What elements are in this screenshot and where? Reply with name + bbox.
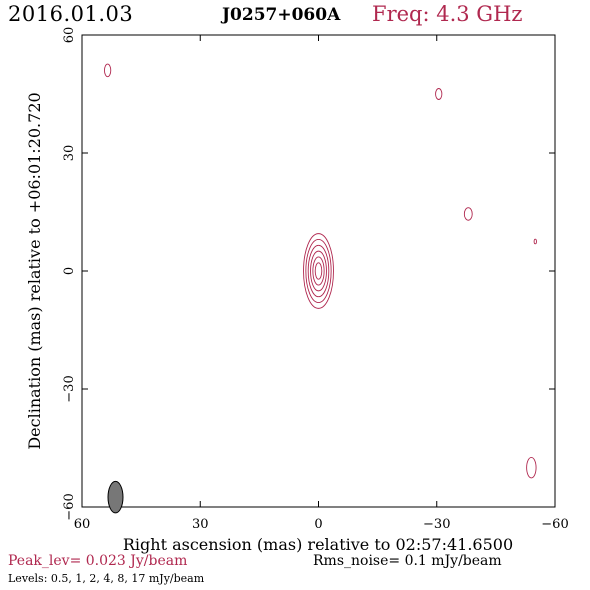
axis-ticks bbox=[81, 34, 556, 508]
y-tick-label: 60 bbox=[62, 27, 77, 44]
beam-ellipse bbox=[107, 480, 124, 514]
y-tick-label: −60 bbox=[62, 493, 77, 520]
contour-spot-2-level-1 bbox=[435, 88, 443, 100]
contour-spot-4-level-1 bbox=[533, 238, 537, 245]
plot-frame bbox=[81, 34, 556, 508]
observation-date: 2016.01.03 bbox=[8, 2, 134, 26]
x-tick-label: 0 bbox=[314, 517, 322, 532]
x-tick-label: −30 bbox=[423, 517, 450, 532]
contour-levels: Levels: 0.5, 1, 2, 4, 8, 17 mJy/beam bbox=[8, 572, 205, 585]
contour-layer bbox=[104, 63, 537, 514]
x-tick-label: 60 bbox=[74, 517, 91, 532]
contour-spot-3-level-1 bbox=[463, 207, 473, 221]
y-axis-label: Declination (mas) relative to +06:01:20.… bbox=[25, 92, 44, 449]
y-tick-labels: −60 −30 0 30 60 bbox=[62, 27, 77, 521]
contour-core-level-3 bbox=[307, 244, 330, 298]
contour-spot-5-level-1 bbox=[526, 456, 537, 479]
y-tick-label: 0 bbox=[62, 267, 77, 275]
frequency-label: Freq: 4.3 GHz bbox=[372, 2, 523, 26]
contour-core-level-5 bbox=[312, 256, 325, 286]
x-axis-label: Right ascension (mas) relative to 02:57:… bbox=[123, 535, 513, 554]
contour-core-level-4 bbox=[310, 250, 327, 292]
x-tick-labels: 60 30 0 −30 −60 bbox=[74, 517, 569, 532]
contour-core-level-1 bbox=[303, 233, 334, 309]
peak-level: Peak_lev= 0.023 Jy/beam bbox=[8, 553, 188, 569]
contour-spot-1-level-1 bbox=[104, 63, 112, 78]
x-tick-label: −60 bbox=[541, 517, 568, 532]
contour-core-level-6 bbox=[314, 262, 323, 280]
source-name: J0257+060A bbox=[222, 5, 341, 25]
x-tick-label: 30 bbox=[192, 517, 209, 532]
y-tick-label: −30 bbox=[62, 375, 77, 402]
contour-core-level-2 bbox=[305, 239, 332, 303]
y-tick-label: 30 bbox=[62, 145, 77, 162]
rms-noise: Rms_noise= 0.1 mJy/beam bbox=[313, 553, 502, 569]
